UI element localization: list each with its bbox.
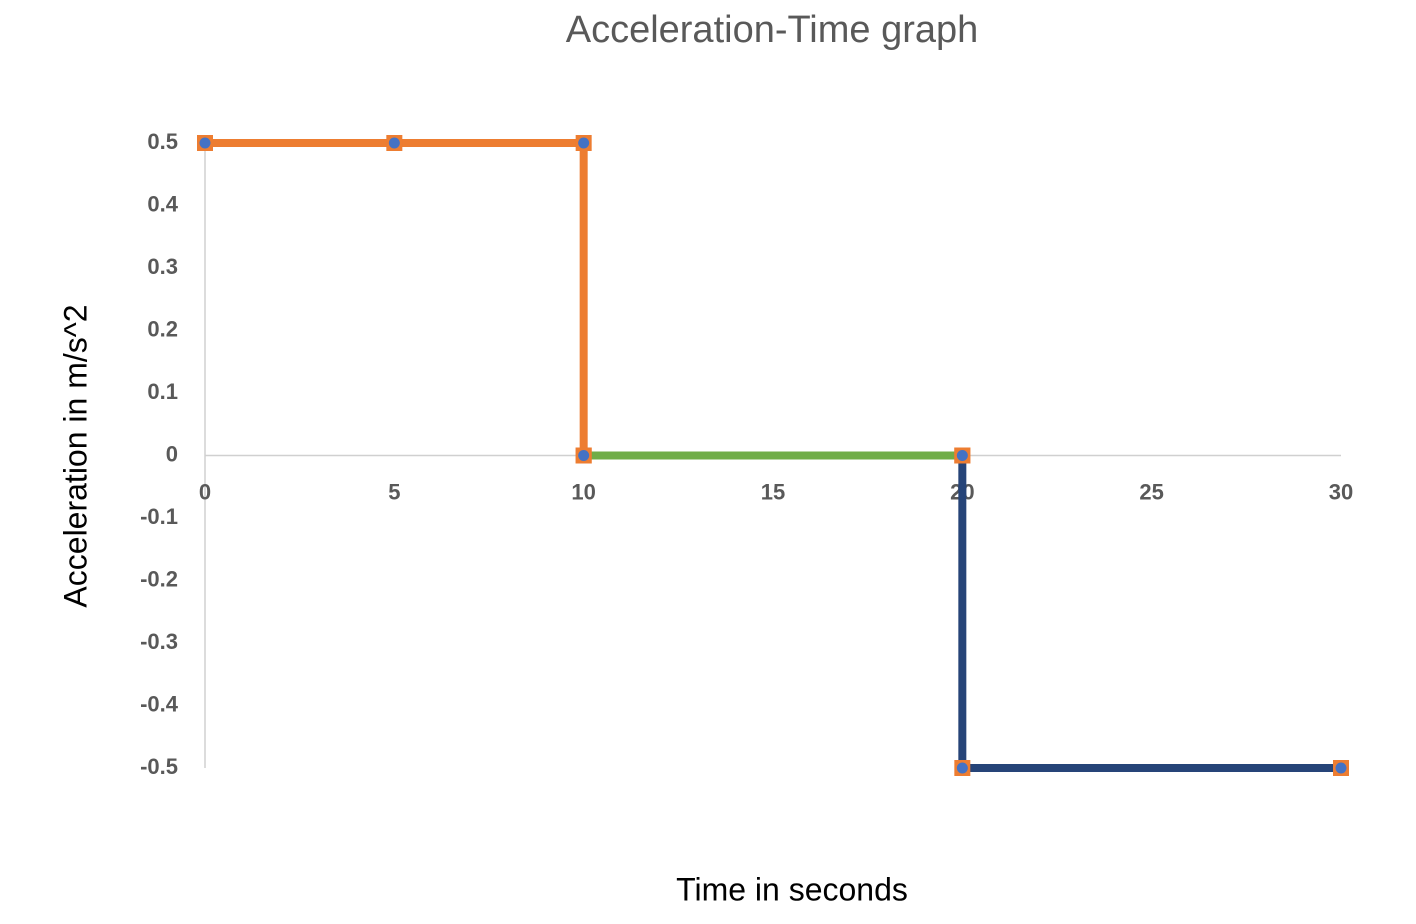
line xyxy=(205,139,588,456)
y-tick-label: 0.5 xyxy=(147,129,178,154)
y-tick-label: -0.5 xyxy=(140,754,178,779)
x-tick-label: 30 xyxy=(1329,479,1353,504)
marker xyxy=(197,135,213,151)
marker xyxy=(386,135,403,151)
marker-dot xyxy=(956,762,968,774)
x-axis-title: Time in seconds xyxy=(676,871,908,907)
y-tick-label: 0.4 xyxy=(147,191,178,216)
y-tick-label: 0.2 xyxy=(147,316,178,341)
x-tick-label: 15 xyxy=(761,479,785,504)
x-tick-label: 0 xyxy=(199,479,211,504)
marker xyxy=(954,760,971,776)
marker xyxy=(954,447,971,464)
x-tick-label: 5 xyxy=(388,479,400,504)
marker-dot xyxy=(1335,762,1347,774)
marker-dot xyxy=(388,137,400,149)
y-tick-label: 0.1 xyxy=(147,379,178,404)
y-tick-label: -0.4 xyxy=(140,691,179,716)
y-tick-label: 0.3 xyxy=(147,254,178,279)
y-tick-label: 0 xyxy=(166,441,178,466)
marker xyxy=(575,447,592,464)
marker-dot xyxy=(578,137,590,149)
marker xyxy=(1333,760,1349,776)
marker-dot xyxy=(578,450,590,461)
y-tick-label: -0.2 xyxy=(140,566,178,591)
marker xyxy=(575,135,592,151)
x-tick-label: 10 xyxy=(571,479,595,504)
y-tick-label: -0.1 xyxy=(140,504,178,529)
marker-dot xyxy=(956,450,968,461)
y-tick-label: -0.3 xyxy=(140,629,178,654)
marker-dot xyxy=(199,137,211,149)
x-tick-label: 25 xyxy=(1139,479,1163,504)
y-axis-title: Acceleration in m/s^2 xyxy=(57,304,93,607)
chart-title: Acceleration-Time graph xyxy=(566,9,979,51)
